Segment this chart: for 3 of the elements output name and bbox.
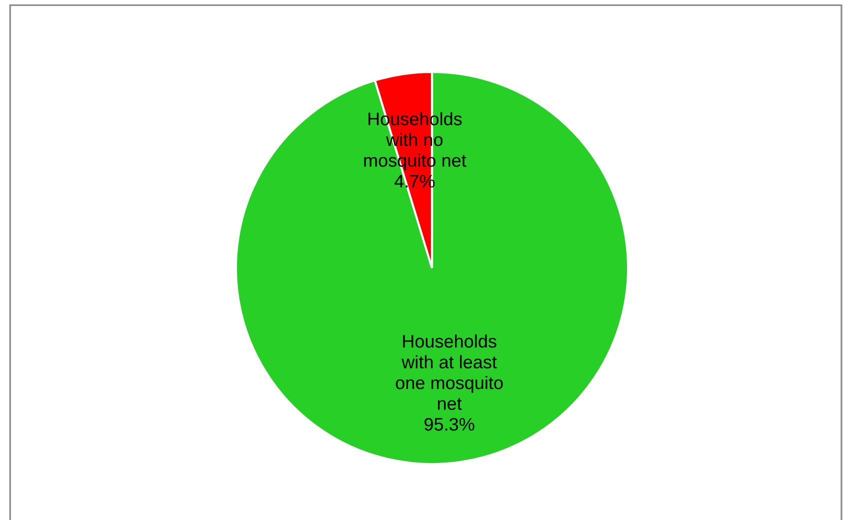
pie-slice — [234, 70, 630, 466]
slice-label: Households with at least one mosquito net — [396, 334, 503, 410]
data-label: 95.3% — [424, 418, 474, 431]
